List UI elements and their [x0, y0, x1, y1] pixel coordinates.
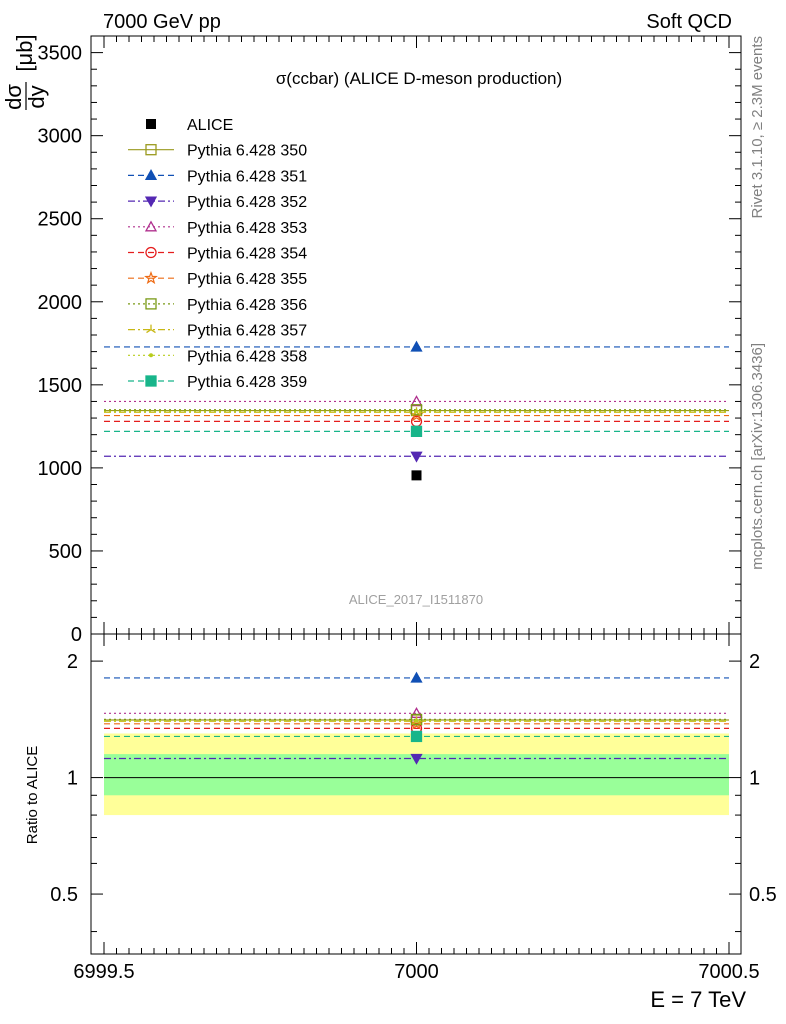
legend-item-9: Pythia 6.428 358 — [128, 348, 307, 365]
y-tick-label-3: 1500 — [38, 375, 83, 397]
legend-item-0: ALICE — [146, 117, 233, 134]
y-axis-label: dσ dy [μb] — [1, 34, 49, 110]
legend-label-1: Pythia 6.428 350 — [187, 143, 307, 160]
legend-item-3: Pythia 6.428 352 — [128, 194, 307, 211]
legend-marker-5 — [145, 246, 157, 259]
y-axis-label-denominator: dy — [24, 85, 49, 108]
x-tick-label-0: 6999.5 — [73, 961, 134, 983]
legend-label-9: Pythia 6.428 358 — [187, 348, 307, 365]
y-tick-label-0: 0 — [71, 624, 82, 646]
legend-item-6: Pythia 6.428 355 — [128, 270, 307, 288]
analysis-label: ALICE_2017_I1511870 — [349, 592, 483, 607]
legend-marker-0 — [146, 119, 156, 129]
ratio-tick-label-left-0: 0.5 — [50, 884, 78, 906]
y-tick-label-6: 3000 — [38, 126, 83, 148]
ratio-marker-1 — [410, 671, 423, 683]
legend-item-4: Pythia 6.428 353 — [128, 220, 307, 237]
series-marker-1 — [410, 340, 423, 352]
legend-marker-10 — [145, 375, 157, 387]
y-tick-label-7: 3500 — [38, 43, 83, 65]
y-axis-label-unit: [μb] — [12, 34, 37, 71]
ratio-y-axis: 0.5 0.5 1 1 2 2 — [50, 651, 777, 933]
ratio-tick-label-left-2: 2 — [67, 651, 78, 673]
ratio-tick-label-right-2: 2 — [749, 651, 760, 673]
legend-marker-3 — [144, 196, 158, 208]
header-left: 7000 GeV pp — [103, 11, 221, 33]
legend-item-7: Pythia 6.428 356 — [128, 297, 307, 314]
legend-label-6: Pythia 6.428 355 — [187, 271, 307, 288]
ratio-tick-label-right-1: 1 — [749, 768, 760, 790]
legend-label-7: Pythia 6.428 356 — [187, 297, 307, 314]
rivet-label: Rivet 3.1.10, ≥ 2.3M events — [749, 36, 766, 219]
ratio-series — [104, 671, 729, 765]
legend-item-10: Pythia 6.428 359 — [128, 374, 307, 391]
y-tick-label-2: 1000 — [38, 458, 83, 480]
ratio-tick-label-right-0: 0.5 — [749, 884, 777, 906]
chart-title: σ(ccbar) (ALICE D-meson production) — [276, 69, 562, 88]
data-point-alice — [411, 470, 422, 481]
x-axis: 6999.5 7000 7000.5 — [73, 36, 760, 983]
legend-label-10: Pythia 6.428 359 — [187, 374, 307, 391]
ratio-marker-9 — [410, 730, 423, 743]
legend-marker-6 — [144, 270, 158, 285]
ratio-marker-2 — [410, 753, 423, 765]
legend: ALICE Pythia 6.428 350 Pythia 6.428 351 Pyt… — [128, 117, 307, 391]
y-tick-label-5: 2500 — [38, 209, 83, 231]
series-marker-5 — [409, 408, 424, 422]
legend-label-4: Pythia 6.428 353 — [187, 220, 307, 237]
legend-marker-8 — [146, 324, 156, 334]
series-marker-9 — [410, 425, 423, 437]
legend-marker-9 — [149, 353, 153, 358]
legend-item-5: Pythia 6.428 354 — [128, 246, 307, 263]
series-marker-8 — [414, 409, 419, 414]
y-tick-label-1: 500 — [49, 541, 82, 563]
main-y-axis: 0 500 1000 1500 2000 2500 3000 3500 — [38, 35, 741, 646]
series-marker-6 — [410, 404, 423, 416]
ratio-marker-5 — [409, 716, 424, 730]
legend-item-2: Pythia 6.428 351 — [128, 168, 307, 185]
mcplots-label: mcplots.cern.ch [arXiv:1306.3436] — [749, 343, 766, 570]
legend-label-3: Pythia 6.428 352 — [187, 194, 307, 211]
ratio-marker-6 — [410, 713, 423, 726]
header-right: Soft QCD — [646, 11, 732, 33]
x-tick-label-1: 7000 — [394, 961, 439, 983]
x-tick-label-2: 7000.5 — [698, 961, 759, 983]
ratio-y-axis-label: Ratio to ALICE — [24, 746, 41, 844]
ratio-bands — [104, 733, 729, 816]
legend-label-0: ALICE — [187, 117, 233, 134]
legend-marker-1 — [145, 144, 157, 156]
y-axis-label-numerator: dσ — [1, 84, 26, 110]
series-marker-2 — [410, 451, 423, 463]
legend-label-5: Pythia 6.428 354 — [187, 246, 307, 263]
legend-marker-7 — [145, 298, 157, 310]
legend-item-1: Pythia 6.428 350 — [128, 143, 307, 160]
legend-marker-4 — [144, 220, 158, 232]
legend-label-8: Pythia 6.428 357 — [187, 323, 307, 340]
y-tick-label-4: 2000 — [38, 292, 83, 314]
series-marker-3 — [410, 395, 423, 407]
ratio-tick-label-left-1: 1 — [67, 768, 78, 790]
legend-label-2: Pythia 6.428 351 — [187, 168, 307, 185]
legend-item-8: Pythia 6.428 357 — [128, 323, 307, 340]
x-axis-label: E = 7 TeV — [650, 987, 746, 1012]
legend-marker-2 — [144, 169, 158, 181]
ratio-marker-8 — [414, 718, 419, 723]
main-series — [104, 340, 729, 481]
